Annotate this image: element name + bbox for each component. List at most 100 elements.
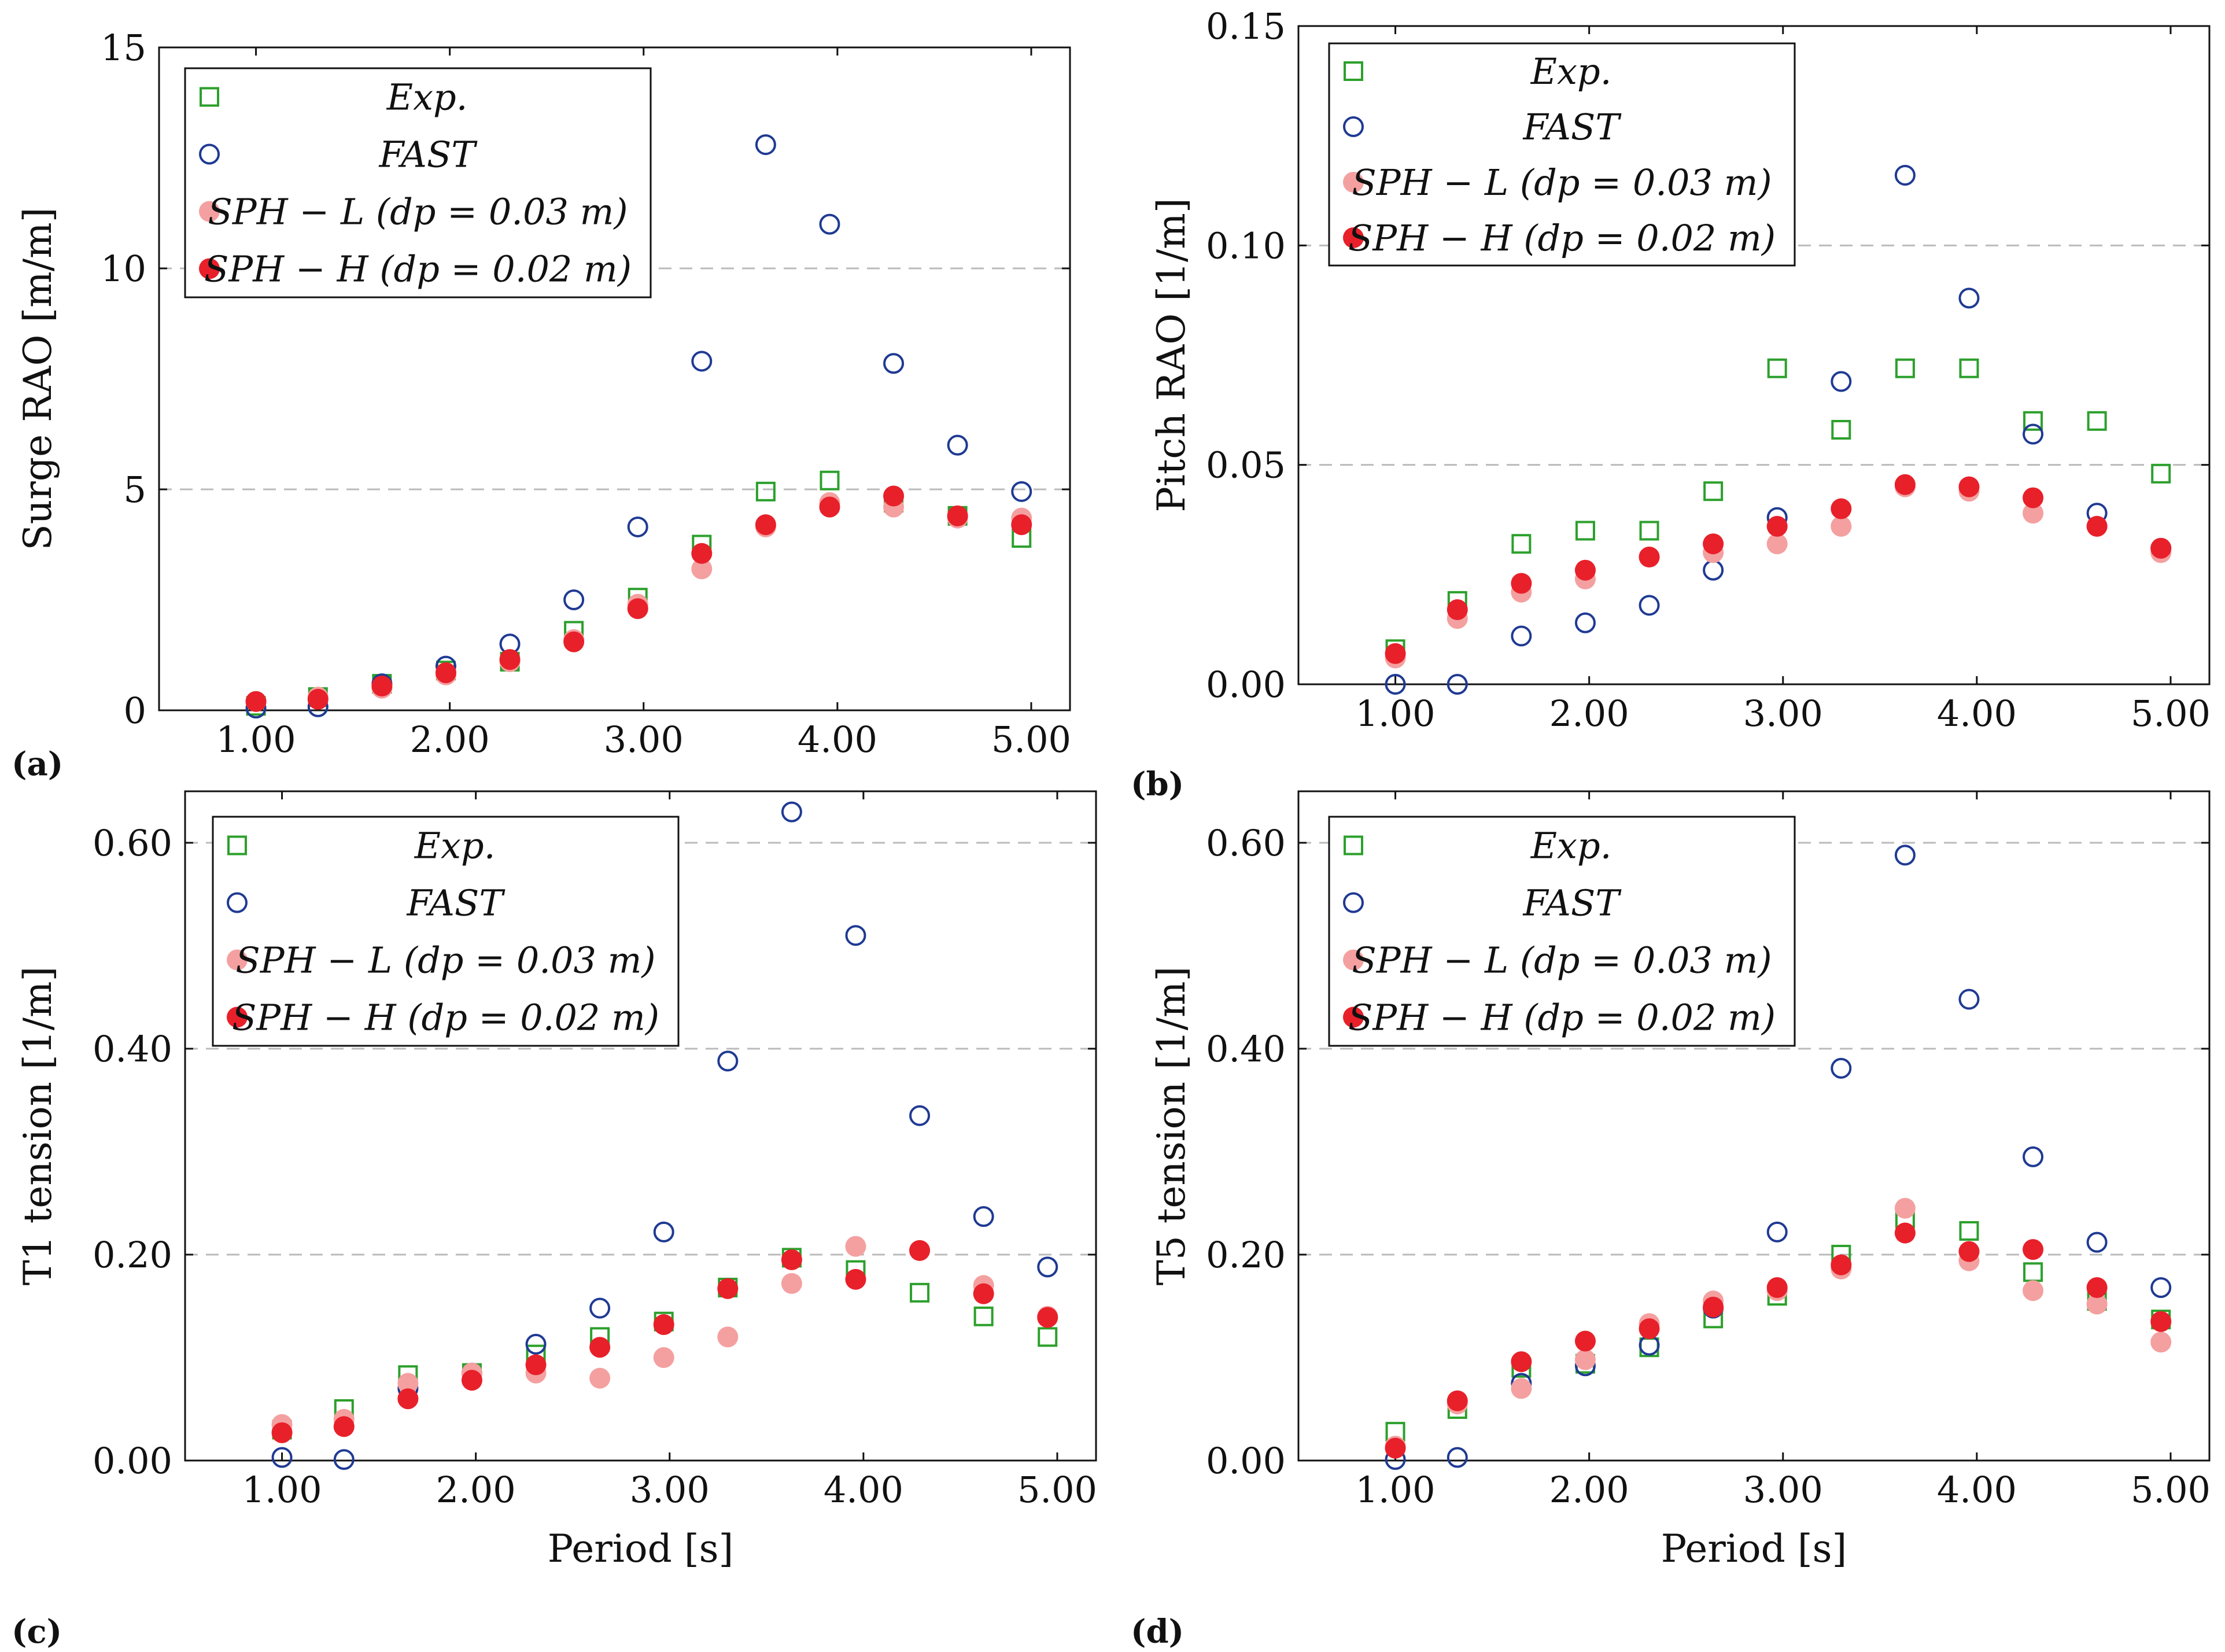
data-point-sph-h	[307, 688, 329, 710]
data-point-fast	[781, 801, 802, 823]
data-point-fast	[909, 1105, 931, 1126]
legend-label-fast: FAST	[406, 882, 505, 924]
legend-marker-sph-l	[199, 201, 220, 222]
data-point-sph-h	[2086, 1277, 2108, 1298]
series-sph-l	[1385, 1197, 2172, 1457]
data-point-fast	[717, 1050, 739, 1072]
data-point-fast	[333, 1449, 355, 1470]
x-tick-label: 5.00	[2131, 1469, 2211, 1511]
data-point-exp	[1038, 1327, 1058, 1347]
data-point-sph-h	[2023, 1239, 2044, 1260]
data-point-sph-h	[461, 1370, 482, 1391]
data-point-sph-l	[1894, 1197, 1916, 1219]
data-point-sph-h	[1385, 643, 1406, 664]
data-point-sph-h	[627, 598, 648, 620]
legend-label-sph-h: SPH − H (dp = 0.02 m)	[1348, 217, 1776, 259]
legend-marker-fast	[227, 892, 248, 913]
legend-box	[1328, 42, 1796, 267]
y-tick-label: 0.00	[1206, 1440, 1286, 1482]
data-point-sph-h	[1385, 1437, 1406, 1459]
data-point-fast	[2150, 1277, 2172, 1298]
data-point-sph-h	[653, 1314, 674, 1336]
legend-label-sph-l: SPH − L (dp = 0.03 m)	[1352, 161, 1772, 204]
series-exp	[272, 1248, 1058, 1440]
x-tick-label: 1.00	[1356, 692, 1436, 735]
data-point-fast	[1958, 989, 1980, 1010]
legend-label-fast: FAST	[1522, 106, 1622, 148]
legend-label-exp: Exp.	[1530, 825, 1612, 867]
data-point-sph-l	[2023, 503, 2044, 524]
data-point-sph-l	[845, 1236, 866, 1257]
data-point-sph-h	[271, 1422, 293, 1443]
data-point-sph-h	[947, 505, 968, 526]
y-tick-label: 0.00	[1206, 663, 1286, 706]
data-point-sph-h	[1639, 1318, 1660, 1340]
data-point-sph-h	[1011, 514, 1032, 536]
data-point-exp	[910, 1282, 930, 1303]
data-point-fast	[563, 589, 585, 610]
x-tick-label: 4.00	[1937, 1469, 2017, 1511]
data-point-sph-l	[589, 1367, 611, 1389]
chart-panel-3: 1.00 2.00 3.00 4.00 5.00 0.00 0.20 0.40 0.60 T1 t…	[12, 790, 1097, 1651]
legend-label-sph-h: SPH − H (dp = 0.02 m)	[232, 997, 659, 1039]
y-axis-label: Surge RAO [m/m]	[16, 208, 60, 551]
legend-label-sph-l: SPH − L (dp = 0.03 m)	[1352, 939, 1772, 982]
x-tick-label: 5.00	[991, 718, 1071, 761]
y-axis-label: T5 tension [1/m]	[1149, 967, 1194, 1286]
y-tick-label: 0.40	[1206, 1028, 1286, 1070]
legend-box	[212, 816, 680, 1047]
data-point-exp	[1511, 534, 1532, 554]
x-tick-label: 2.00	[410, 718, 490, 761]
data-point-sph-h	[1574, 559, 1596, 581]
data-point-fast	[1574, 612, 1596, 633]
data-point-sph-h	[1447, 599, 1468, 621]
plot-frame	[184, 790, 1097, 1462]
data-point-sph-h	[1574, 1330, 1596, 1352]
data-point-sph-h	[525, 1354, 547, 1376]
data-point-exp	[1703, 481, 1724, 502]
panel-label: (d)	[1131, 1613, 1184, 1651]
data-point-sph-h	[781, 1249, 802, 1270]
data-point-sph-h	[883, 485, 905, 507]
y-tick-label: 15	[101, 27, 146, 69]
data-point-fast	[755, 134, 776, 156]
data-point-exp	[2087, 411, 2107, 431]
legend-marker-sph-l	[227, 949, 248, 971]
data-point-sph-h	[1447, 1390, 1468, 1411]
x-tick-label: 1.00	[216, 718, 296, 761]
legend-label-exp: Exp.	[386, 76, 468, 119]
data-point-fast	[1831, 1057, 1852, 1079]
data-point-sph-h	[371, 675, 393, 696]
chart-panel-4: 1.00 2.00 3.00 4.00 5.00 0.00 0.20 0.40 0.60 T5 t…	[1131, 790, 2211, 1651]
legend-label-exp: Exp.	[414, 825, 496, 867]
data-point-sph-h	[2086, 515, 2108, 537]
data-point-sph-h	[909, 1240, 931, 1261]
data-point-exp	[1959, 358, 1979, 378]
data-point-sph-h	[333, 1416, 355, 1437]
x-tick-label: 4.00	[1937, 692, 2017, 735]
data-point-sph-h	[563, 631, 585, 652]
data-point-sph-h	[2150, 1311, 2172, 1332]
plot-frame	[158, 46, 1071, 711]
x-axis-label: Period [s]	[548, 1526, 734, 1571]
data-point-sph-h	[1703, 533, 1724, 555]
legend-marker-fast	[1343, 116, 1364, 137]
data-point-exp	[820, 470, 840, 491]
data-point-fast	[653, 1221, 674, 1242]
data-point-sph-l	[1766, 533, 1788, 555]
data-point-fast	[1703, 559, 1724, 581]
data-point-exp	[1575, 521, 1595, 541]
series-exp	[1385, 358, 2171, 659]
x-axis-label: Period [s]	[1661, 1526, 1847, 1571]
data-point-fast	[1447, 1447, 1468, 1468]
data-point-exp	[2023, 411, 2043, 431]
legend-label-fast: FAST	[378, 134, 478, 176]
x-tick-label: 4.00	[798, 718, 877, 761]
data-point-sph-h	[1831, 1254, 1852, 1275]
series-sph-h	[1385, 474, 2172, 664]
legend-box	[184, 67, 652, 298]
data-point-fast	[1447, 674, 1468, 695]
data-point-sph-h	[1894, 474, 1916, 495]
data-point-fast	[973, 1206, 994, 1227]
